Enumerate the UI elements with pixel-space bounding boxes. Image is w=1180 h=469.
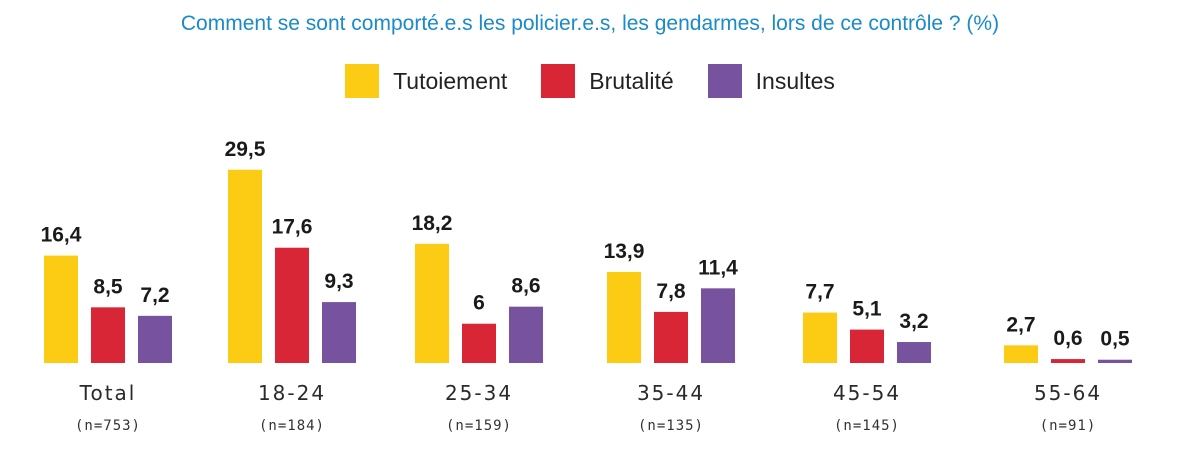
data-label-insultes-18-24: 9,3	[324, 270, 353, 293]
bar-insultes-55-64	[1098, 359, 1132, 363]
bar-insultes-35-44	[701, 288, 735, 363]
category-label-total: Total	[79, 381, 137, 405]
bar-tutoiement-35-44	[607, 271, 641, 363]
data-label-tutoiement-25-34: 18,2	[412, 212, 453, 235]
legend-label-brutalite: Brutalité	[589, 67, 674, 94]
data-label-brutalite-45-54: 5,1	[852, 298, 882, 321]
data-label-insultes-55-64: 0,5	[1100, 328, 1130, 351]
data-label-brutalite-55-64: 0,6	[1053, 327, 1082, 350]
legend-label-tutoiement: Tutoiement	[393, 67, 508, 94]
bar-brutalite-18-24	[275, 247, 309, 363]
bar-tutoiement-55-64	[1004, 345, 1038, 363]
bar-brutalite-total	[91, 307, 125, 363]
bar-insultes-total	[138, 315, 172, 363]
data-label-tutoiement-55-64: 2,7	[1006, 313, 1035, 336]
bar-tutoiement-18-24	[228, 169, 262, 363]
legend-label-insultes: Insultes	[755, 67, 835, 94]
bar-brutalite-25-34	[462, 323, 496, 363]
bar-insultes-25-34	[509, 306, 543, 363]
category-sublabel-45-54: (n=145)	[834, 418, 900, 434]
bar-tutoiement-45-54	[803, 312, 837, 363]
bar-brutalite-35-44	[654, 311, 688, 363]
data-label-brutalite-total: 8,5	[93, 275, 123, 298]
data-label-tutoiement-total: 16,4	[41, 224, 82, 247]
category-label-35-44: 35-44	[637, 381, 705, 405]
bar-insultes-45-54	[897, 342, 931, 363]
bar-tutoiement-25-34	[415, 243, 449, 363]
bar-brutalite-55-64	[1051, 359, 1085, 363]
data-label-insultes-35-44: 11,4	[698, 256, 738, 279]
bar-brutalite-45-54	[850, 329, 884, 363]
category-sublabel-total: (n=753)	[75, 418, 141, 434]
category-label-45-54: 45-54	[833, 381, 901, 405]
data-label-brutalite-25-34: 6	[473, 292, 485, 315]
data-label-tutoiement-45-54: 7,7	[805, 281, 834, 304]
legend-item-insultes: Insultes	[707, 64, 835, 98]
data-label-brutalite-18-24: 17,6	[272, 216, 313, 239]
category-label-25-34: 25-34	[445, 381, 513, 405]
data-label-tutoiement-18-24: 29,5	[225, 138, 266, 161]
data-label-insultes-total: 7,2	[140, 284, 169, 307]
category-label-18-24: 18-24	[258, 381, 326, 405]
category-sublabel-18-24: (n=184)	[259, 418, 325, 434]
data-label-insultes-25-34: 8,6	[511, 275, 540, 298]
legend-swatch-brutalite	[541, 64, 576, 98]
legend-swatch-tutoiement	[345, 64, 380, 98]
category-sublabel-25-34: (n=159)	[446, 418, 512, 434]
category-sublabel-55-64: (n=91)	[1040, 418, 1097, 434]
legend-item-tutoiement: Tutoiement	[345, 64, 507, 98]
category-label-55-64: 55-64	[1034, 381, 1102, 405]
bar-tutoiement-total	[44, 255, 78, 363]
data-label-brutalite-35-44: 7,8	[656, 280, 686, 303]
legend: Tutoiement Brutalité Insultes	[0, 64, 1180, 98]
data-label-insultes-45-54: 3,2	[899, 310, 928, 333]
chart-title: Comment se sont comporté.e.s les policie…	[180, 12, 1000, 35]
category-sublabel-35-44: (n=135)	[638, 418, 704, 434]
bar-insultes-18-24	[322, 302, 356, 363]
data-label-tutoiement-35-44: 13,9	[604, 240, 645, 263]
legend-swatch-insultes	[707, 64, 742, 98]
legend-item-brutalite: Brutalité	[541, 64, 674, 98]
